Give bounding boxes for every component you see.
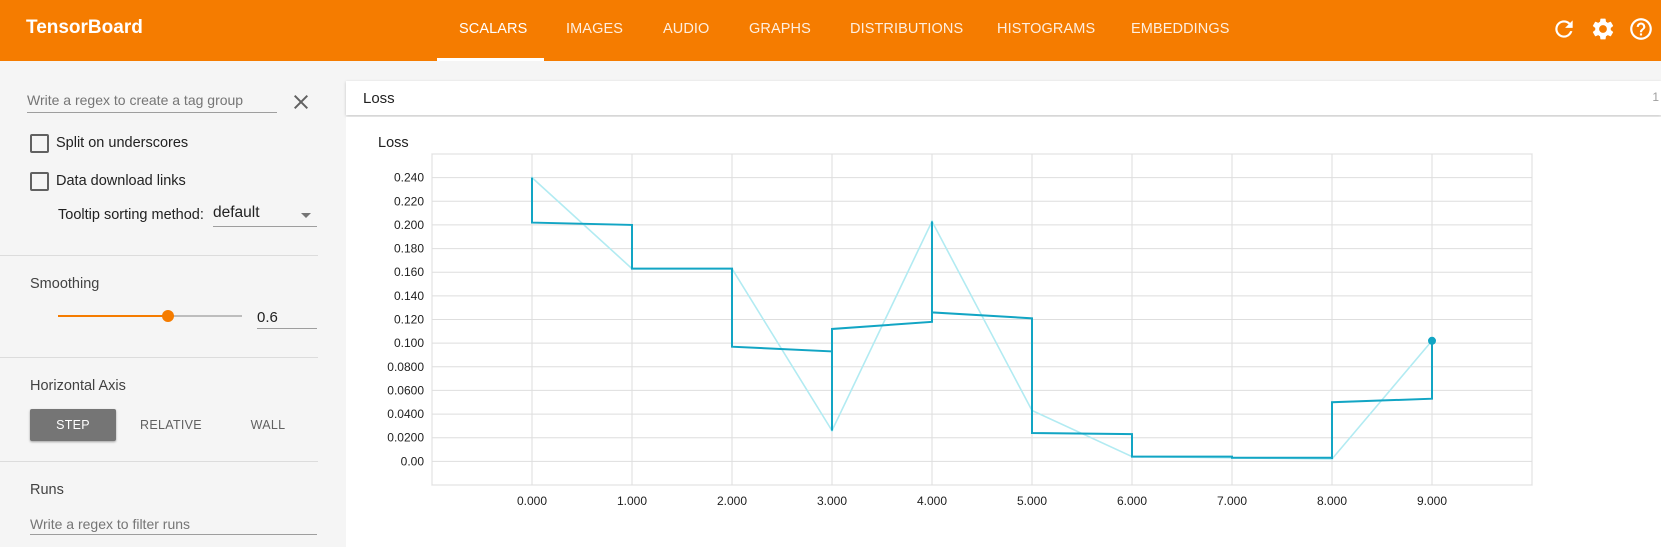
x-tick-label: 3.000 <box>817 494 847 508</box>
tab-distributions[interactable]: DISTRIBUTIONS <box>850 21 964 37</box>
x-tick-label: 8.000 <box>1317 494 1347 508</box>
tooltip-sorting-label: Tooltip sorting method: <box>58 207 204 223</box>
x-tick-label: 9.000 <box>1417 494 1447 508</box>
scalar-card: Loss 0.00 0.0200 0.0400 0.0600 0.0800 0.100 0.… <box>346 117 1661 547</box>
sidebar-divider <box>0 461 318 462</box>
active-tab-indicator <box>437 58 544 61</box>
main-content: Loss 1 Loss 0.00 0.0200 0.0400 0.0600 0.0800… <box>346 81 1661 547</box>
close-icon[interactable] <box>289 90 313 114</box>
y-tick-label: 0.220 <box>394 194 424 208</box>
x-tick-label: 2.000 <box>717 494 747 508</box>
raw-series-line <box>531 177 1433 460</box>
app-title: TensorBoard <box>26 17 143 38</box>
y-tick-label: 0.0800 <box>387 360 424 374</box>
sidebar-divider <box>0 255 318 256</box>
y-tick-label: 0.180 <box>394 242 424 256</box>
smoothing-slider-handle[interactable] <box>162 310 175 322</box>
top-app-bar: TensorBoard SCALARS IMAGES AUDIO GRAPHS … <box>0 0 1661 61</box>
tab-audio[interactable]: AUDIO <box>663 21 710 37</box>
chevron-down-icon <box>301 213 311 218</box>
split-underscores-checkbox[interactable] <box>30 134 49 153</box>
y-tick-label: 0.0200 <box>387 431 424 445</box>
tab-graphs[interactable]: GRAPHS <box>749 21 811 37</box>
y-tick-label: 0.100 <box>394 336 424 350</box>
help-icon[interactable] <box>1628 16 1654 42</box>
x-tick-label: 1.000 <box>617 494 647 508</box>
x-tick-label: 7.000 <box>1217 494 1247 508</box>
x-tick-label: 4.000 <box>917 494 947 508</box>
tab-histograms[interactable]: HISTOGRAMS <box>997 21 1096 37</box>
y-tick-label: 0.00 <box>401 454 425 468</box>
tag-group-title: Loss <box>363 90 395 107</box>
axis-relative-button[interactable]: RELATIVE <box>140 418 202 432</box>
smoothing-slider[interactable] <box>58 310 242 322</box>
y-tick-label: 0.0400 <box>387 407 424 421</box>
axis-wall-button[interactable]: WALL <box>250 418 286 432</box>
chart-title: Loss <box>378 135 409 151</box>
tab-scalars[interactable]: SCALARS <box>459 21 528 37</box>
smoothed-series-line <box>531 177 1433 459</box>
axis-step-button[interactable]: STEP <box>30 409 116 441</box>
loss-chart[interactable]: 0.00 0.0200 0.0400 0.0600 0.0800 0.100 0.120 0.… <box>346 117 1661 547</box>
y-tick-label: 0.200 <box>394 218 424 232</box>
smoothing-value-input[interactable] <box>257 306 317 329</box>
y-tick-label: 0.160 <box>394 265 424 279</box>
y-tick-label: 0.120 <box>394 313 424 327</box>
y-tick-label: 0.140 <box>394 289 424 303</box>
sidebar-divider <box>0 357 318 358</box>
y-tick-label: 0.0600 <box>387 383 424 397</box>
split-underscores-label: Split on underscores <box>56 135 189 151</box>
refresh-icon[interactable] <box>1551 16 1577 42</box>
tooltip-sorting-value: default <box>213 204 260 221</box>
settings-icon[interactable] <box>1590 16 1616 42</box>
download-links-checkbox[interactable] <box>30 172 49 191</box>
smoothing-slider-fill <box>58 315 169 317</box>
tag-group-count: 1 <box>1652 90 1659 104</box>
runs-filter-input[interactable] <box>30 514 317 535</box>
x-tick-label: 5.000 <box>1017 494 1047 508</box>
tag-group-regex-input[interactable] <box>27 88 277 113</box>
horizontal-axis-title: Horizontal Axis <box>30 378 126 394</box>
tooltip-sorting-select[interactable]: default <box>213 202 317 227</box>
runs-title: Runs <box>30 482 64 498</box>
download-links-label: Data download links <box>56 173 186 189</box>
smoothing-title: Smoothing <box>30 276 100 292</box>
x-tick-label: 0.000 <box>517 494 547 508</box>
tag-group-header[interactable]: Loss 1 <box>346 81 1661 115</box>
y-tick-label: 0.240 <box>394 171 424 185</box>
tab-images[interactable]: IMAGES <box>566 21 623 37</box>
tab-embeddings[interactable]: EMBEDDINGS <box>1131 21 1230 37</box>
x-tick-label: 6.000 <box>1117 494 1147 508</box>
highlighted-data-point <box>1428 336 1436 345</box>
